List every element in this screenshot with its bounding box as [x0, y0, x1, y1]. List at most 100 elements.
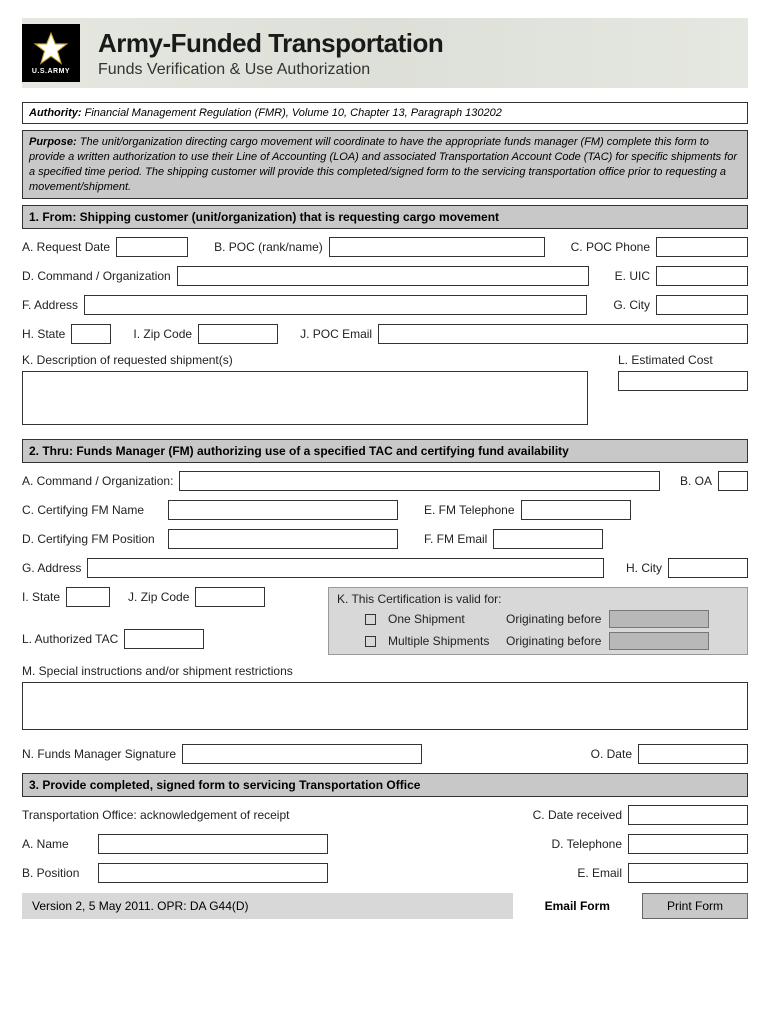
sig-date-input[interactable] — [638, 744, 748, 764]
lbl-3-position: B. Position — [22, 866, 92, 880]
multi-shipment-checkbox[interactable] — [365, 636, 376, 647]
oa-input[interactable] — [718, 471, 748, 491]
form-header: U.S.ARMY Army-Funded Transportation Fund… — [22, 18, 748, 88]
lbl-2-oa: B. OA — [680, 474, 712, 488]
lbl-request-date: A. Request Date — [22, 240, 110, 254]
orig-before-date-1[interactable] — [609, 610, 709, 628]
trans-phone-input[interactable] — [628, 834, 748, 854]
orig-before-date-2[interactable] — [609, 632, 709, 650]
print-form-button[interactable]: Print Form — [642, 893, 748, 919]
lbl-est-cost: L. Estimated Cost — [618, 353, 748, 367]
lbl-fm-name: C. Certifying FM Name — [22, 503, 162, 517]
fm-address-input[interactable] — [87, 558, 604, 578]
lbl-zip: I. Zip Code — [133, 327, 192, 341]
fm-position-input[interactable] — [168, 529, 398, 549]
special-instr-input[interactable] — [22, 682, 748, 730]
city-input[interactable] — [656, 295, 748, 315]
address-input[interactable] — [84, 295, 587, 315]
description-input[interactable] — [22, 371, 588, 425]
trans-position-input[interactable] — [98, 863, 328, 883]
email-form-button[interactable]: Email Form — [521, 894, 634, 918]
lbl-cert-valid: K. This Certification is valid for: — [337, 592, 739, 606]
lbl-uic: E. UIC — [615, 269, 650, 283]
auth-tac-input[interactable] — [124, 629, 204, 649]
fm-state-input[interactable] — [66, 587, 110, 607]
row-2n: N. Funds Manager Signature O. Date — [22, 744, 748, 764]
row-2i: I. State J. Zip Code L. Authorized TAC K… — [22, 587, 748, 655]
lbl-city: G. City — [613, 298, 650, 312]
lbl-poc-name: B. POC (rank/name) — [214, 240, 323, 254]
request-date-input[interactable] — [116, 237, 188, 257]
row-3intro: Transportation Office: acknowledgement o… — [22, 805, 748, 825]
state-input[interactable] — [71, 324, 111, 344]
one-shipment-checkbox[interactable] — [365, 614, 376, 625]
lbl-2-command: A. Command / Organization: — [22, 474, 173, 488]
row-1d: D. Command / Organization E. UIC — [22, 266, 748, 286]
star-icon — [33, 31, 69, 67]
form-page: U.S.ARMY Army-Funded Transportation Fund… — [0, 0, 770, 937]
poc-email-input[interactable] — [378, 324, 748, 344]
date-received-input[interactable] — [628, 805, 748, 825]
lbl-auth-tac: L. Authorized TAC — [22, 632, 118, 646]
authority-text: Financial Management Regulation (FMR), V… — [85, 107, 502, 119]
title-block: Army-Funded Transportation Funds Verific… — [98, 28, 443, 79]
row-3b: B. Position E. Email — [22, 863, 748, 883]
row-2c: C. Certifying FM Name E. FM Telephone — [22, 500, 748, 520]
trans-email-input[interactable] — [628, 863, 748, 883]
poc-name-input[interactable] — [329, 237, 545, 257]
army-logo: U.S.ARMY — [22, 24, 80, 82]
row-3a: A. Name D. Telephone — [22, 834, 748, 854]
lbl-3-name: A. Name — [22, 837, 92, 851]
purpose-box: Purpose: The unit/organization directing… — [22, 130, 748, 199]
lbl-fm-phone: E. FM Telephone — [424, 503, 515, 517]
zip-input[interactable] — [198, 324, 278, 344]
lbl-description: K. Description of requested shipment(s) — [22, 353, 588, 367]
est-cost-input[interactable] — [618, 371, 748, 391]
lbl-sig-date: O. Date — [591, 747, 632, 761]
row-1h: H. State I. Zip Code J. POC Email — [22, 324, 748, 344]
lbl-special-instr: M. Special instructions and/or shipment … — [22, 664, 748, 678]
row-1a: A. Request Date B. POC (rank/name) C. PO… — [22, 237, 748, 257]
certification-box: K. This Certification is valid for: One … — [328, 587, 748, 655]
lbl-fm-city: H. City — [626, 561, 662, 575]
lbl-orig-before-2: Originating before — [506, 634, 601, 648]
version-label: Version 2, 5 May 2011. OPR: DA G44(D) — [22, 893, 513, 919]
fm-email-input[interactable] — [493, 529, 603, 549]
fm-name-input[interactable] — [168, 500, 398, 520]
section2-header: 2. Thru: Funds Manager (FM) authorizing … — [22, 439, 748, 463]
section1-header: 1. From: Shipping customer (unit/organiz… — [22, 205, 748, 229]
uic-input[interactable] — [656, 266, 748, 286]
footer-row: Version 2, 5 May 2011. OPR: DA G44(D) Em… — [22, 893, 748, 919]
army-label: U.S.ARMY — [29, 67, 73, 76]
fm-phone-input[interactable] — [521, 500, 631, 520]
trans-name-input[interactable] — [98, 834, 328, 854]
lbl-multi-shipment: Multiple Shipments — [388, 634, 498, 648]
lbl-orig-before-1: Originating before — [506, 612, 601, 626]
row-2m: M. Special instructions and/or shipment … — [22, 664, 748, 735]
lbl-fm-email: F. FM Email — [424, 532, 487, 546]
fm-zip-input[interactable] — [195, 587, 265, 607]
lbl-3-phone: D. Telephone — [552, 837, 623, 851]
lbl-fm-signature: N. Funds Manager Signature — [22, 747, 176, 761]
lbl-fm-zip: J. Zip Code — [128, 590, 189, 604]
fm-command-input[interactable] — [179, 471, 660, 491]
page-subtitle: Funds Verification & Use Authorization — [98, 61, 443, 79]
lbl-poc-email: J. POC Email — [300, 327, 372, 341]
poc-phone-input[interactable] — [656, 237, 748, 257]
lbl-fm-state: I. State — [22, 590, 60, 604]
lbl-poc-phone: C. POC Phone — [571, 240, 650, 254]
row-2d: D. Certifying FM Position F. FM Email — [22, 529, 748, 549]
authority-label: Authority: — [29, 107, 82, 119]
lbl-fm-position: D. Certifying FM Position — [22, 532, 162, 546]
lbl-one-shipment: One Shipment — [388, 612, 498, 626]
authority-bar: Authority: Financial Management Regulati… — [22, 102, 748, 124]
purpose-label: Purpose: — [29, 136, 77, 148]
fm-signature-input[interactable] — [182, 744, 422, 764]
row-2a: A. Command / Organization: B. OA — [22, 471, 748, 491]
command-org-input[interactable] — [177, 266, 589, 286]
lbl-3-email: E. Email — [577, 866, 622, 880]
lbl-date-received: C. Date received — [533, 808, 622, 822]
row-2g: G. Address H. City — [22, 558, 748, 578]
fm-city-input[interactable] — [668, 558, 748, 578]
lbl-command-org: D. Command / Organization — [22, 269, 171, 283]
